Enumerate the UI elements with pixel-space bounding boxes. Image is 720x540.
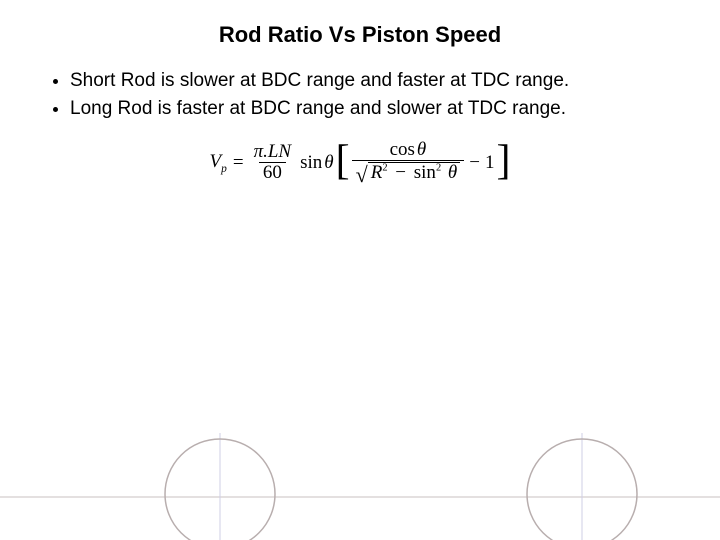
bullet-item: Short Rod is slower at BDC range and fas…: [70, 68, 680, 94]
fraction-cos-sqrt: cosθ √ R2 − sin2 θ: [352, 140, 465, 185]
left-bracket: [: [336, 140, 350, 182]
formula-lhs: Vp: [210, 151, 227, 175]
page-title: Rod Ratio Vs Piston Speed: [0, 22, 720, 48]
bullet-item: Long Rod is faster at BDC range and slow…: [70, 96, 680, 122]
sin-theta: sinθ: [297, 152, 334, 174]
circle-right: [527, 439, 637, 540]
equals: =: [229, 152, 248, 174]
circle-left: [165, 439, 275, 540]
formula-block: Vp = π.LN 60 sinθ [ cosθ √ R2 − sin2 θ: [0, 140, 720, 185]
minus-sign: −: [466, 152, 483, 174]
fraction-pi-ln-60: π.LN 60: [250, 142, 296, 183]
one: 1: [485, 152, 495, 174]
bullet-list: Short Rod is slower at BDC range and fas…: [50, 68, 680, 121]
right-bracket: ]: [496, 140, 510, 182]
